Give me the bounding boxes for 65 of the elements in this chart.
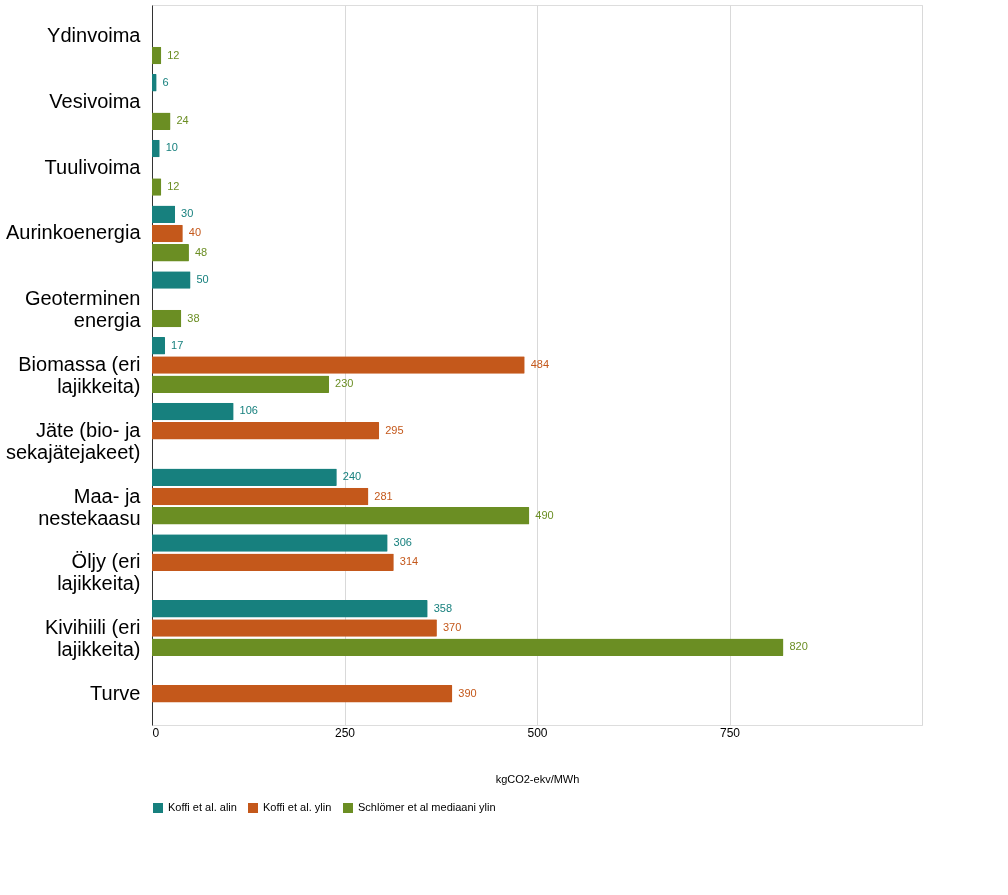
data-label: 314: [399, 555, 419, 568]
bar: [152, 422, 380, 440]
y-tick-label: Jäte (bio- ja sekajätejakeet): [5, 418, 142, 463]
bar: [152, 205, 176, 223]
data-label: 230: [335, 377, 354, 390]
data-label: 358: [433, 601, 453, 614]
bar: [152, 468, 337, 486]
bar: [152, 112, 171, 130]
bar: [152, 487, 369, 506]
y-tick-label: Kivihiili (eri lajikkeita): [44, 616, 141, 661]
bar: [152, 638, 784, 656]
bar: [152, 244, 189, 262]
bar: [152, 178, 162, 196]
y-tick-label: Maa- ja nestekaasu: [38, 484, 142, 529]
x-axis-title: kgCO2-ekv/MWh: [495, 772, 580, 785]
legend-label: Schlömer et al mediaani ylin: [358, 801, 496, 813]
bar: [152, 356, 525, 374]
y-tick-label: Geoterminen energia: [24, 287, 142, 332]
data-label: 295: [385, 423, 404, 436]
y-tick-label: Aurinkoenergia: [5, 221, 142, 244]
bar: [152, 507, 530, 525]
data-label: 106: [239, 404, 258, 417]
x-tick-label: 250: [334, 725, 356, 740]
data-label: 38: [187, 311, 200, 324]
data-label: 12: [167, 180, 180, 193]
data-label: 50: [196, 272, 209, 285]
bar: [152, 619, 437, 637]
data-label: 6: [162, 75, 169, 88]
x-tick-label: 0: [152, 725, 160, 740]
bar: [152, 309, 182, 328]
bar: [152, 224, 183, 243]
x-tick-label: 750: [719, 725, 741, 740]
data-label: 40: [188, 226, 202, 239]
y-tick-label: Vesivoima: [49, 89, 142, 112]
bar: [152, 600, 428, 618]
bar: [152, 402, 234, 421]
y-tick-label: Turve: [90, 681, 141, 704]
legend-label: Koffi et al. ylin: [263, 801, 332, 813]
bar: [152, 534, 388, 552]
x-tick-label: 500: [527, 725, 548, 740]
data-label: 370: [442, 621, 462, 634]
data-label: 240: [342, 470, 362, 483]
y-tick-label: Ydinvoima: [47, 24, 142, 47]
bar: [152, 337, 166, 355]
data-label: 281: [374, 489, 393, 502]
data-label: 17: [171, 338, 184, 351]
data-label: 490: [535, 508, 554, 521]
bar: [152, 375, 330, 393]
y-tick-label: Tuulivoima: [44, 155, 142, 178]
y-tick-label: Biomassa (eri lajikkeita): [18, 353, 141, 397]
data-label: 390: [458, 686, 477, 699]
bar: [152, 685, 453, 703]
data-label: 820: [789, 640, 808, 653]
data-label: 48: [194, 245, 208, 258]
data-label: 24: [176, 114, 189, 127]
y-tick-label: Öljy (eri lajikkeita): [57, 550, 141, 595]
bar: [152, 271, 191, 289]
legend-label: Koffi et al. alin: [168, 801, 237, 813]
data-label: 484: [530, 358, 550, 370]
bar: [152, 553, 394, 571]
data-label: 306: [393, 535, 412, 548]
data-label: 30: [181, 207, 194, 220]
bar: [152, 46, 162, 65]
data-label: 10: [165, 141, 178, 154]
data-label: 12: [167, 48, 180, 61]
